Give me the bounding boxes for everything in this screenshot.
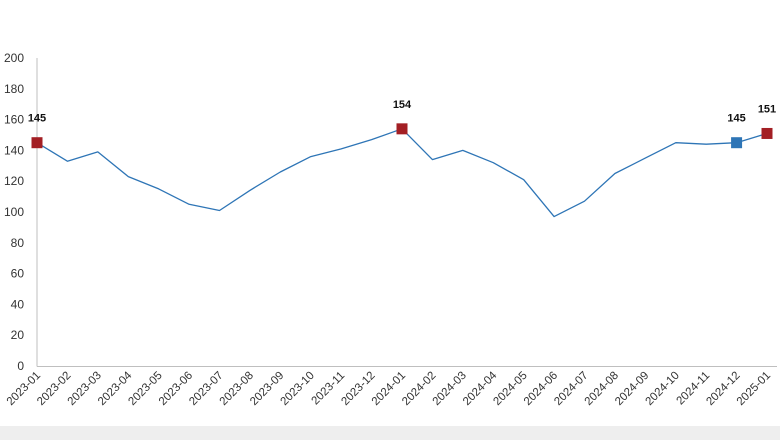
highlight-marker <box>761 127 773 139</box>
data-label: 154 <box>393 99 412 111</box>
y-tick-label: 160 <box>4 113 24 127</box>
x-tick-label: 2025-01 <box>735 370 773 408</box>
y-tick-label: 0 <box>17 359 24 373</box>
data-label: 145 <box>28 113 46 125</box>
y-tick-label: 200 <box>4 51 24 65</box>
data-label: 151 <box>758 103 776 115</box>
series-layer <box>36 128 768 218</box>
y-tick-label: 120 <box>4 174 24 188</box>
y-tick-label: 60 <box>11 267 25 281</box>
x-axis-ticks: 2023-012023-022023-032023-042023-052023-… <box>5 369 773 408</box>
highlight-marker <box>396 123 408 135</box>
axes <box>36 58 777 367</box>
y-tick-label: 100 <box>4 205 24 219</box>
y-tick-label: 180 <box>4 82 24 96</box>
y-tick-label: 140 <box>4 143 24 157</box>
y-axis-ticks: 0 20 40 60 80 100 120 140 160 180 200 <box>4 51 24 373</box>
highlight-marker <box>31 137 43 149</box>
bottom-band <box>0 426 780 440</box>
data-labels: 145 154 145 151 <box>28 99 776 125</box>
y-tick-label: 40 <box>11 297 25 311</box>
series-line <box>36 128 768 218</box>
x-tick-label: 2024-10 <box>644 370 682 408</box>
highlight-markers <box>31 123 773 149</box>
x-tick-label: 2023-10 <box>279 370 317 408</box>
y-tick-label: 80 <box>11 236 25 250</box>
data-label: 145 <box>727 113 745 125</box>
y-tick-label: 20 <box>11 328 25 342</box>
highlight-marker <box>731 137 743 149</box>
